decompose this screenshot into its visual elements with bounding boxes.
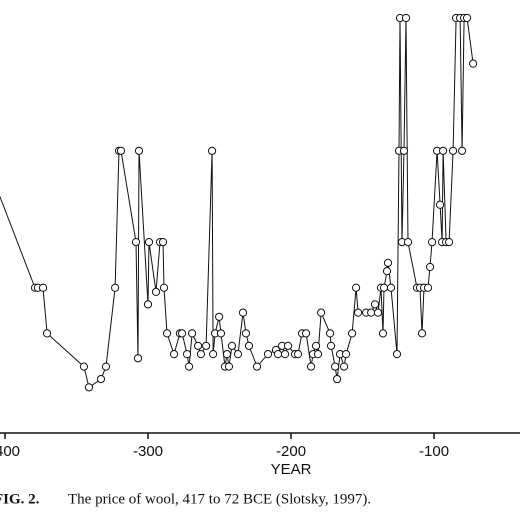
data-point <box>214 312 224 321</box>
data-point <box>354 308 363 317</box>
data-point <box>311 341 321 350</box>
data-point <box>313 350 323 359</box>
data-point <box>187 329 197 338</box>
x-tick-label: -400 <box>0 443 20 460</box>
x-tick-label: -300 <box>133 443 163 460</box>
data-point <box>96 374 106 384</box>
data-point <box>208 350 218 359</box>
x-tick-label: -100 <box>419 443 449 460</box>
data-point <box>158 238 168 247</box>
data-line <box>0 17 474 389</box>
data-point <box>184 362 194 371</box>
data-point <box>280 350 290 359</box>
data-point <box>42 329 52 338</box>
data-point <box>378 329 388 338</box>
data-point <box>427 238 437 247</box>
data-point <box>382 267 392 276</box>
data-point <box>134 146 144 155</box>
data-point <box>399 146 409 155</box>
data-point <box>403 238 413 247</box>
data-point <box>79 362 89 371</box>
data-point <box>177 329 187 338</box>
data-point <box>244 341 254 350</box>
data-point <box>306 362 316 371</box>
data-point <box>111 283 120 292</box>
data-point <box>238 308 248 317</box>
data-point <box>201 341 211 350</box>
data-point <box>84 383 94 392</box>
data-point <box>448 146 458 155</box>
data-point <box>216 329 226 338</box>
x-axis-label: YEAR <box>271 461 312 478</box>
data-point <box>367 308 376 317</box>
data-point <box>425 262 435 272</box>
data-point <box>151 287 161 296</box>
data-point <box>352 283 361 292</box>
x-tick-label: -200 <box>276 443 306 460</box>
data-point <box>193 341 203 350</box>
data-point <box>116 146 126 155</box>
data-point <box>370 300 380 309</box>
caption-text: The price of wool, 417 to 72 BCE (Slotsk… <box>68 491 371 507</box>
data-point <box>241 329 251 338</box>
data-point <box>325 329 335 338</box>
data-point <box>283 341 293 350</box>
data-point <box>332 374 342 384</box>
data-point <box>169 350 179 359</box>
data-point <box>224 362 234 371</box>
data-point <box>162 329 172 338</box>
data-point <box>438 146 448 155</box>
data-point <box>316 308 326 317</box>
data-point <box>468 59 478 68</box>
data-point <box>444 238 454 247</box>
data-point <box>457 146 467 155</box>
data-point <box>233 350 243 359</box>
data-point <box>401 13 411 23</box>
data-point <box>252 362 262 371</box>
data-point <box>423 283 433 292</box>
data-point <box>227 341 237 350</box>
data-point <box>133 354 143 363</box>
data-point <box>417 329 427 338</box>
data-point <box>392 350 402 359</box>
data-point <box>383 258 393 267</box>
data-point <box>101 362 111 371</box>
data-point <box>330 362 340 371</box>
data-point <box>386 283 396 292</box>
data-point <box>273 350 283 359</box>
data-point <box>144 238 154 247</box>
data-point <box>301 329 311 338</box>
data-point <box>222 350 232 359</box>
data-point <box>207 146 217 155</box>
data-point <box>182 350 192 359</box>
data-point <box>131 238 141 247</box>
data-point <box>293 350 303 359</box>
data-point <box>462 13 472 23</box>
data-point <box>379 283 389 292</box>
data-point <box>38 283 48 292</box>
data-point <box>196 350 206 359</box>
data-point <box>348 329 357 338</box>
data-point <box>263 350 273 359</box>
data-point <box>159 283 169 292</box>
caption-label: FIG. 2. <box>0 491 40 507</box>
data-point <box>143 300 153 309</box>
data-point <box>339 362 349 371</box>
data-point <box>373 308 383 317</box>
data-point <box>341 350 351 359</box>
data-point <box>326 341 336 350</box>
data-point <box>435 200 445 209</box>
